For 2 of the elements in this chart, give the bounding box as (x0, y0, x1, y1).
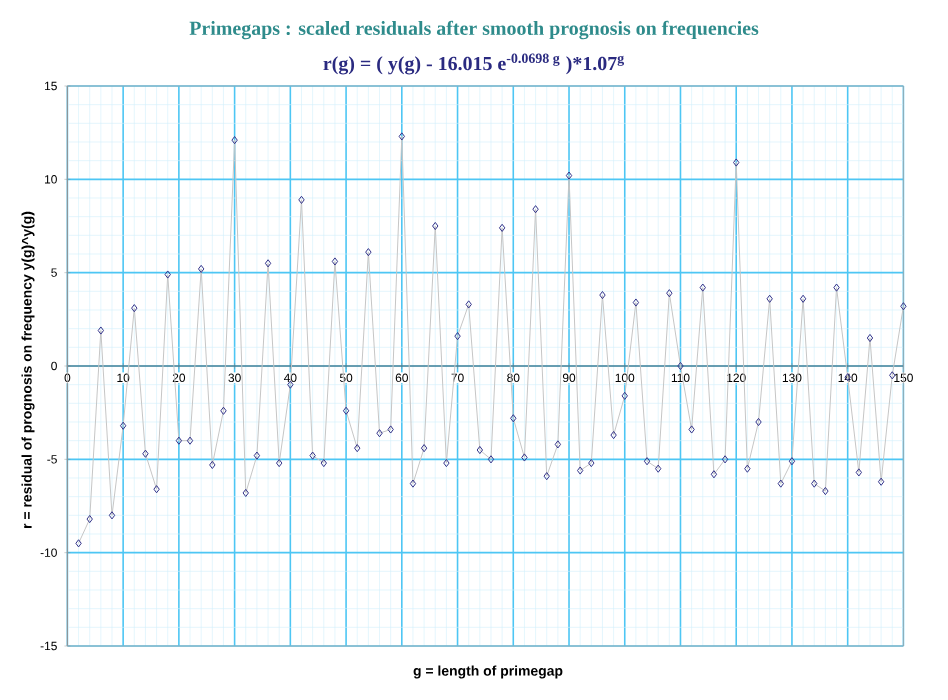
chart-title: Primegaps : scaled residuals after smooth prognosis on frequencies (189, 20, 759, 40)
chart-subtitle: r(g) = ( y(g) - 16.015 e$^{-0.0698 g}$ )*1.07$^{g}$ (323, 53, 625, 75)
